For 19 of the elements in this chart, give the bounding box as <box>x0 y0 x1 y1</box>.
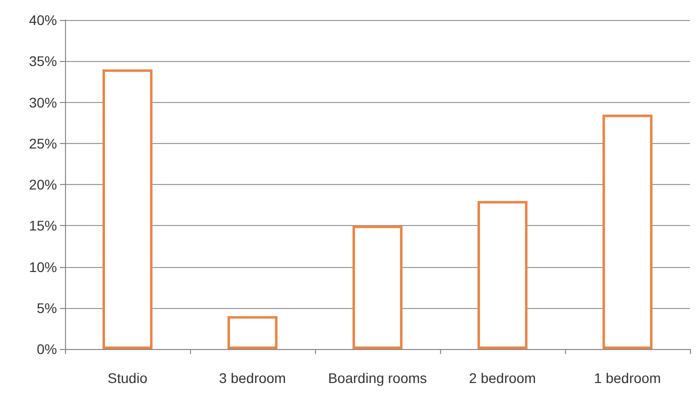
x-tick-label: 2 bedroom <box>469 370 536 386</box>
y-tick-label: 20% <box>28 176 57 192</box>
bar <box>228 316 278 349</box>
y-tick-label: 0% <box>36 341 57 357</box>
y-tick-label: 30% <box>28 94 57 110</box>
x-tick-label: 1 bedroom <box>594 370 661 386</box>
x-tick-label: 3 bedroom <box>219 370 286 386</box>
y-tick-label: 10% <box>28 258 57 275</box>
bar <box>602 114 652 349</box>
y-tick-label: 25% <box>28 135 57 152</box>
y-tick-label: 15% <box>28 218 57 234</box>
x-tick-label: Boarding rooms <box>328 370 427 386</box>
x-tick-label: Studio <box>108 370 148 386</box>
bar <box>352 226 402 349</box>
y-tick-label: 40% <box>28 12 57 28</box>
y-tick-label: 35% <box>28 53 57 70</box>
bar <box>478 200 528 349</box>
y-tick-label: 5% <box>36 300 57 316</box>
bar <box>102 69 152 349</box>
